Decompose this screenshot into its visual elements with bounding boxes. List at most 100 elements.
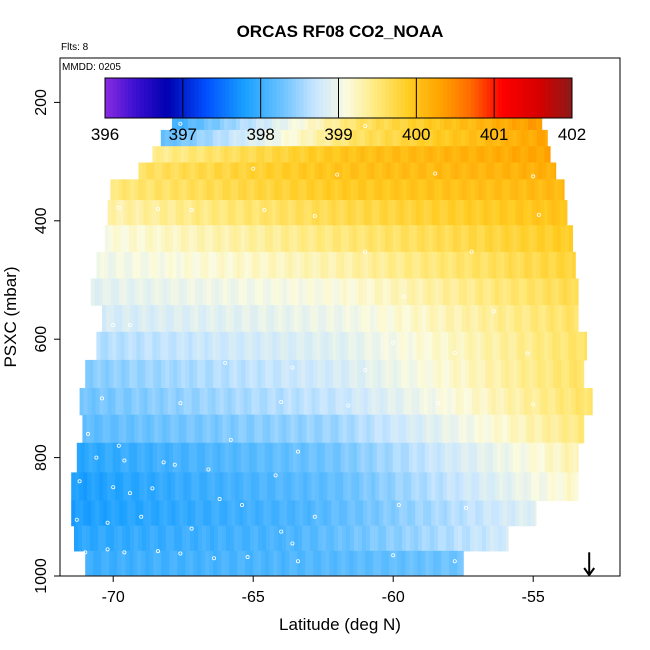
colorbar-swatch bbox=[509, 78, 515, 118]
co2-cell bbox=[160, 129, 166, 147]
co2-cell bbox=[420, 114, 425, 131]
colorbar-swatch bbox=[202, 78, 207, 118]
co2-cell bbox=[220, 251, 225, 280]
co2-cell bbox=[222, 278, 228, 306]
co2-cell bbox=[482, 305, 487, 333]
co2-cell bbox=[169, 359, 174, 389]
co2-cell bbox=[487, 200, 493, 226]
co2-cell bbox=[390, 414, 395, 444]
co2-cell bbox=[424, 225, 430, 253]
co2-cell bbox=[156, 442, 162, 473]
co2-cell bbox=[552, 331, 557, 361]
co2-cell bbox=[164, 129, 170, 147]
co2-cell bbox=[276, 442, 282, 473]
co2-cell bbox=[175, 472, 180, 502]
co2-cell bbox=[140, 442, 146, 473]
co2-cell bbox=[508, 225, 514, 253]
colorbar-swatch bbox=[198, 78, 203, 118]
co2-cell bbox=[448, 251, 453, 280]
co2-cell bbox=[424, 442, 430, 473]
co2-cell bbox=[428, 114, 433, 131]
co2-cell bbox=[107, 200, 113, 226]
co2-cell bbox=[464, 442, 470, 473]
co2-cell bbox=[478, 305, 483, 333]
co2-cell bbox=[144, 225, 150, 253]
co2-cell bbox=[336, 146, 341, 164]
co2-cell bbox=[432, 225, 438, 253]
co2-cell bbox=[491, 500, 496, 527]
co2-cell bbox=[350, 162, 355, 180]
co2-cell bbox=[357, 359, 362, 389]
co2-cell bbox=[264, 146, 269, 164]
co2-cell bbox=[476, 225, 482, 253]
co2-cell bbox=[296, 225, 302, 253]
co2-cell bbox=[540, 442, 546, 473]
co2-cell bbox=[258, 305, 263, 333]
co2-cell bbox=[547, 472, 552, 502]
co2-cell bbox=[299, 200, 305, 226]
co2-cell bbox=[214, 162, 219, 180]
co2-cell bbox=[210, 162, 215, 180]
co2-cell bbox=[319, 200, 325, 226]
co2-cell bbox=[281, 550, 286, 576]
co2-cell bbox=[386, 414, 391, 444]
colorbar-swatch bbox=[498, 78, 503, 118]
co2-cell bbox=[468, 442, 474, 473]
co2-cell bbox=[141, 550, 146, 576]
co2-cell bbox=[160, 251, 165, 280]
co2-cell bbox=[327, 388, 333, 416]
co2-cell bbox=[456, 114, 461, 131]
co2-cell bbox=[212, 251, 217, 280]
co2-cell bbox=[470, 162, 475, 180]
co2-cell bbox=[380, 331, 385, 361]
co2-cell bbox=[314, 305, 319, 333]
co2-cell bbox=[427, 472, 432, 502]
sample-point bbox=[295, 449, 300, 454]
co2-cell bbox=[279, 500, 284, 527]
co2-cell bbox=[151, 200, 157, 226]
co2-cell bbox=[256, 114, 261, 131]
co2-cell bbox=[240, 442, 246, 473]
co2-cell bbox=[224, 331, 229, 361]
co2-cell bbox=[481, 359, 486, 389]
co2-cell bbox=[248, 251, 253, 280]
co2-cell bbox=[244, 331, 249, 361]
co2-cell bbox=[328, 225, 334, 253]
co2-cell bbox=[203, 388, 209, 416]
co2-cell bbox=[349, 550, 354, 576]
co2-cell bbox=[142, 162, 147, 180]
co2-cell bbox=[363, 200, 369, 226]
co2-cell bbox=[207, 200, 213, 226]
co2-cell bbox=[520, 129, 526, 147]
co2-cell bbox=[434, 525, 439, 552]
co2-cell bbox=[562, 179, 565, 201]
sample-point bbox=[178, 401, 183, 406]
co2-cell bbox=[414, 525, 419, 552]
co2-cell bbox=[387, 472, 392, 502]
co2-cell bbox=[502, 179, 507, 201]
co2-cell bbox=[204, 114, 209, 131]
co2-cell bbox=[307, 500, 312, 527]
co2-cell bbox=[186, 525, 191, 552]
co2-cell bbox=[400, 129, 406, 147]
co2-cell bbox=[152, 225, 158, 253]
co2-cell bbox=[554, 305, 559, 333]
co2-cell bbox=[184, 251, 189, 280]
co2-cell bbox=[455, 472, 460, 502]
co2-cell bbox=[235, 200, 241, 226]
colorbar-swatch bbox=[568, 78, 573, 118]
co2-cell bbox=[398, 179, 403, 201]
co2-cell bbox=[315, 388, 321, 416]
co2-cell bbox=[241, 359, 246, 389]
co2-cell bbox=[310, 525, 315, 552]
co2-cell bbox=[290, 162, 295, 180]
co2-cell bbox=[287, 472, 292, 502]
co2-cell bbox=[344, 442, 350, 473]
co2-cell bbox=[168, 442, 174, 473]
co2-cell bbox=[486, 278, 492, 306]
colorbar-swatch bbox=[455, 78, 460, 118]
sample-point bbox=[86, 431, 91, 436]
colorbar-swatch bbox=[182, 78, 188, 118]
co2-cell bbox=[421, 359, 426, 389]
co2-cell bbox=[190, 414, 195, 444]
